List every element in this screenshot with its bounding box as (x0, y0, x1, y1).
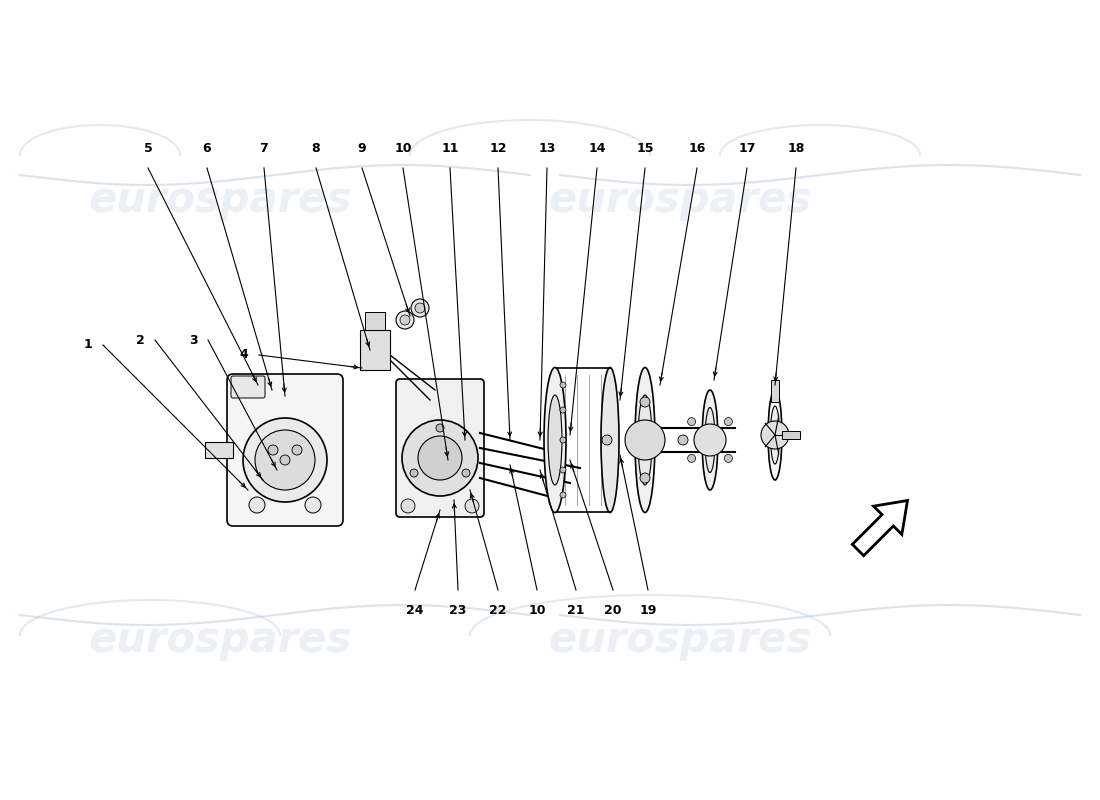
Circle shape (688, 418, 695, 426)
Text: 16: 16 (689, 142, 706, 154)
FancyBboxPatch shape (396, 379, 484, 517)
Circle shape (305, 497, 321, 513)
Bar (205, 442, 233, 458)
Text: 19: 19 (639, 603, 657, 617)
Text: 4: 4 (240, 349, 249, 362)
Circle shape (688, 454, 695, 462)
FancyBboxPatch shape (231, 376, 265, 398)
Text: 22: 22 (490, 603, 507, 617)
Circle shape (415, 303, 425, 313)
Ellipse shape (768, 390, 782, 480)
Text: eurospares: eurospares (88, 619, 352, 661)
Text: 24: 24 (406, 603, 424, 617)
Circle shape (560, 492, 566, 498)
Circle shape (280, 455, 290, 465)
Polygon shape (852, 501, 907, 556)
Text: 6: 6 (202, 142, 211, 154)
Text: 11: 11 (441, 142, 459, 154)
Circle shape (625, 420, 666, 460)
Circle shape (694, 424, 726, 456)
Circle shape (402, 499, 415, 513)
Bar (782, 431, 800, 439)
Ellipse shape (544, 367, 566, 513)
Text: 18: 18 (788, 142, 805, 154)
Text: 10: 10 (394, 142, 411, 154)
Text: 2: 2 (135, 334, 144, 346)
Circle shape (268, 445, 278, 455)
Text: 20: 20 (604, 603, 622, 617)
Text: 15: 15 (636, 142, 653, 154)
Text: 23: 23 (449, 603, 466, 617)
Text: eurospares: eurospares (88, 179, 352, 221)
Text: 21: 21 (568, 603, 585, 617)
Text: 17: 17 (738, 142, 756, 154)
Bar (365, 312, 385, 330)
Circle shape (411, 299, 429, 317)
Text: 14: 14 (588, 142, 606, 154)
Circle shape (761, 421, 789, 449)
Text: 3: 3 (189, 334, 197, 346)
Text: 12: 12 (490, 142, 507, 154)
Circle shape (678, 435, 688, 445)
Circle shape (410, 469, 418, 477)
Text: eurospares: eurospares (549, 619, 812, 661)
Bar (771, 380, 779, 402)
Text: 1: 1 (84, 338, 92, 351)
Circle shape (255, 430, 315, 490)
FancyBboxPatch shape (227, 374, 343, 526)
Circle shape (292, 445, 302, 455)
Circle shape (725, 418, 733, 426)
Ellipse shape (638, 395, 652, 485)
Bar (360, 330, 390, 370)
Circle shape (249, 497, 265, 513)
Ellipse shape (635, 367, 654, 513)
Text: 9: 9 (358, 142, 366, 154)
Circle shape (462, 469, 470, 477)
Circle shape (640, 473, 650, 483)
Text: 13: 13 (538, 142, 556, 154)
Ellipse shape (705, 407, 715, 473)
Circle shape (418, 436, 462, 480)
Text: 5: 5 (144, 142, 153, 154)
Text: 10: 10 (528, 603, 546, 617)
Circle shape (602, 435, 612, 445)
Circle shape (560, 407, 566, 413)
Circle shape (243, 418, 327, 502)
Circle shape (560, 437, 566, 443)
Circle shape (640, 397, 650, 407)
Circle shape (560, 382, 566, 388)
Circle shape (725, 454, 733, 462)
Circle shape (396, 311, 414, 329)
Text: 7: 7 (260, 142, 268, 154)
Circle shape (560, 467, 566, 473)
Ellipse shape (601, 367, 619, 513)
Circle shape (402, 420, 478, 496)
Ellipse shape (770, 406, 780, 464)
Text: 8: 8 (311, 142, 320, 154)
Ellipse shape (702, 390, 718, 490)
Ellipse shape (548, 395, 562, 485)
Circle shape (400, 315, 410, 325)
Circle shape (465, 499, 478, 513)
Circle shape (436, 424, 444, 432)
Text: eurospares: eurospares (549, 179, 812, 221)
